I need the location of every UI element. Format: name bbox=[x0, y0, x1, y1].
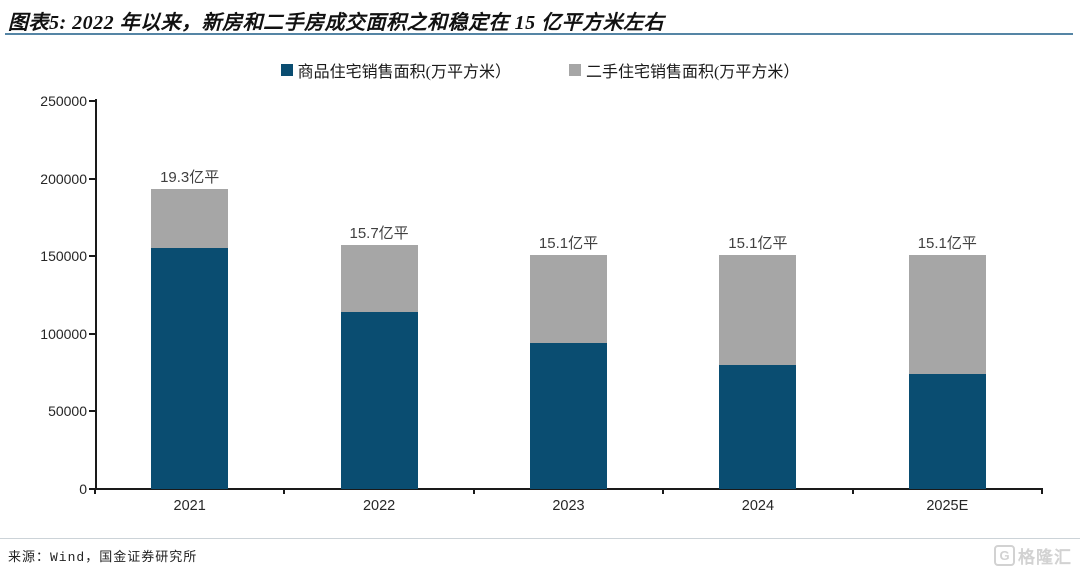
bar-total-label: 15.7亿平 bbox=[349, 225, 409, 243]
x-axis-tick bbox=[472, 488, 475, 494]
bar-segment-second-hand bbox=[908, 254, 986, 375]
bar-segment-new-home bbox=[530, 343, 607, 489]
x-axis-category-label: 2024 bbox=[741, 498, 775, 514]
legend-label-new-home: 商品住宅销售面积(万平方米） bbox=[297, 64, 511, 81]
y-axis-tick-label: 0 bbox=[79, 481, 87, 497]
y-axis-tick bbox=[89, 410, 95, 413]
figure-title: 图表5: 2022 年以来，新房和二手房成交面积之和稳定在 15 亿平方米左右 bbox=[8, 12, 665, 34]
y-axis-tick-label: 200000 bbox=[40, 170, 87, 187]
x-axis-tick bbox=[851, 488, 854, 494]
bar-segment-new-home bbox=[908, 374, 986, 489]
bar-segment-new-home bbox=[340, 312, 418, 489]
legend-swatch-new-home-icon bbox=[280, 64, 293, 76]
bar-segment-new-home bbox=[719, 364, 797, 489]
y-axis-tick bbox=[89, 488, 95, 490]
bar-total-label: 15.1亿平 bbox=[538, 234, 599, 252]
title-divider bbox=[5, 33, 1073, 35]
x-axis-category-label: 2022 bbox=[362, 498, 396, 514]
y-axis-tick bbox=[89, 100, 95, 102]
bar-total-label: 15.1亿平 bbox=[917, 234, 977, 252]
bar-total-label: 15.1亿平 bbox=[728, 234, 788, 252]
x-axis-category-label: 2023 bbox=[552, 498, 585, 514]
source-note: 来源：Wind，国金证券研究所 bbox=[8, 550, 198, 565]
y-axis-tick bbox=[89, 255, 95, 258]
gelonghui-brand-text: 格隆汇 bbox=[1018, 548, 1072, 567]
legend-swatch-second-hand-icon bbox=[569, 64, 581, 76]
y-axis-tick-label: 150000 bbox=[40, 248, 87, 265]
x-axis-tick bbox=[1041, 488, 1043, 494]
bar-segment-second-hand bbox=[530, 254, 607, 344]
legend-label-second-hand: 二手住宅销售面积(万平方米） bbox=[586, 64, 800, 81]
x-axis-tick bbox=[94, 488, 96, 494]
y-axis-tick bbox=[89, 332, 95, 335]
x-axis-category-label: 2025E bbox=[926, 498, 969, 514]
y-axis-tick-label: 50000 bbox=[48, 403, 87, 420]
legend-item-second-hand: 二手住宅销售面积(万平方米） bbox=[569, 58, 799, 82]
y-axis-tick-label: 250000 bbox=[40, 93, 87, 109]
gelonghui-g-icon: G bbox=[994, 545, 1015, 566]
gelonghui-logo: G 格隆汇 bbox=[994, 543, 1072, 568]
x-axis-tick bbox=[662, 488, 665, 494]
bar-segment-second-hand bbox=[719, 254, 797, 365]
chart-legend: 商品住宅销售面积(万平方米） 二手住宅销售面积(万平方米） bbox=[0, 58, 1080, 82]
x-axis-category-label: 2021 bbox=[173, 498, 206, 514]
legend-item-new-home: 商品住宅销售面积(万平方米） bbox=[280, 58, 511, 82]
y-axis-tick-label: 100000 bbox=[40, 325, 87, 342]
x-axis-line bbox=[95, 488, 1043, 490]
x-axis-tick bbox=[283, 488, 286, 494]
y-axis-tick bbox=[89, 177, 95, 180]
footer-divider bbox=[0, 538, 1080, 539]
bar-segment-new-home bbox=[151, 248, 229, 489]
y-axis-line bbox=[95, 99, 97, 490]
bar-segment-second-hand bbox=[340, 245, 418, 313]
bar-total-label: 19.3亿平 bbox=[160, 169, 220, 187]
bar-segment-second-hand bbox=[151, 189, 229, 249]
